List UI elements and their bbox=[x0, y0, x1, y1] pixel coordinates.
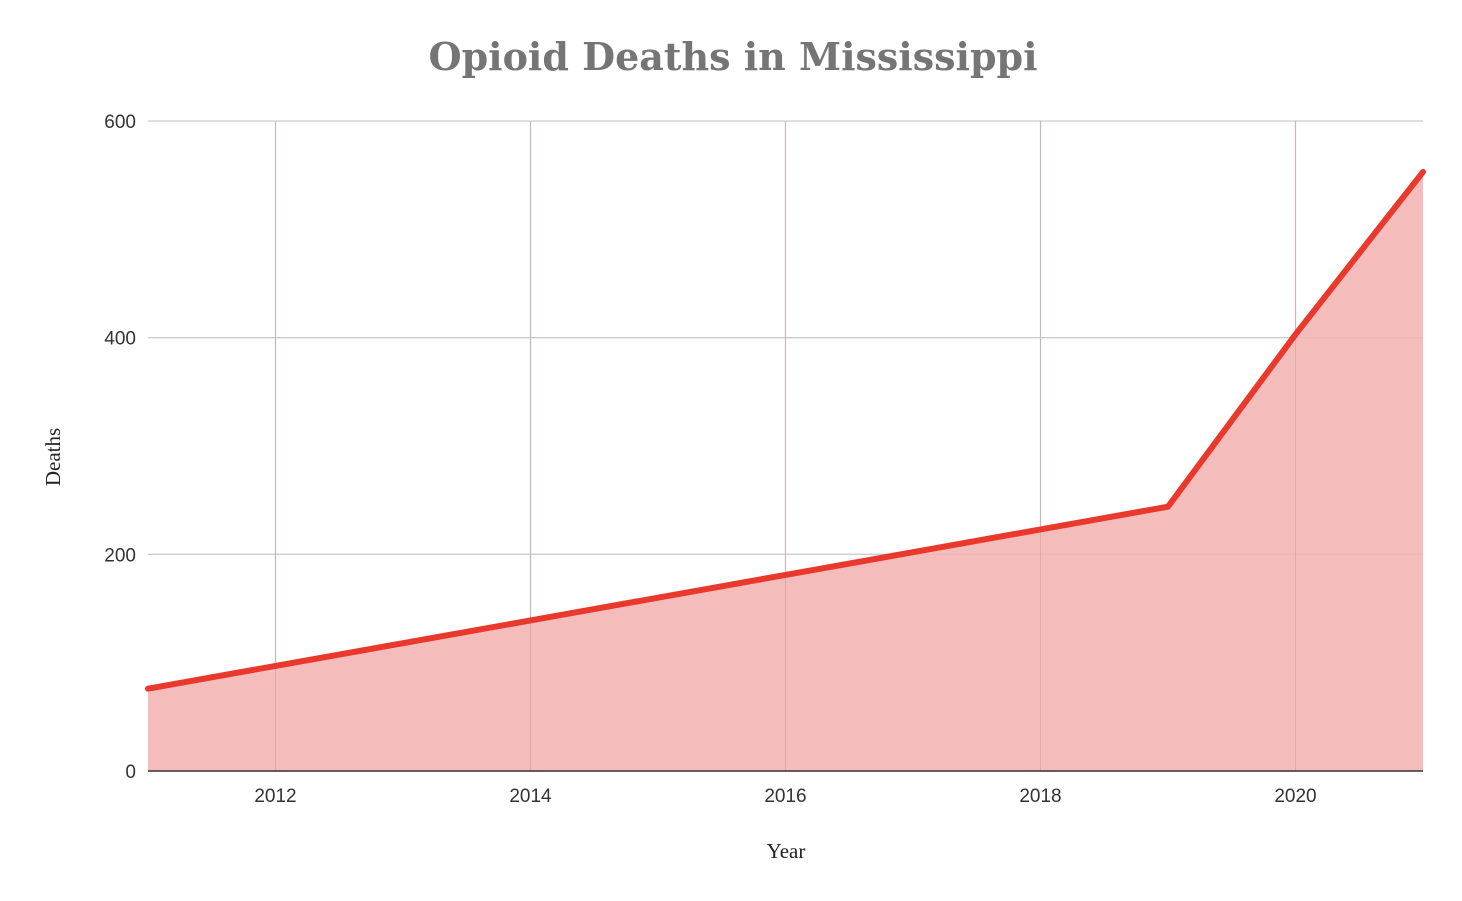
x-axis-label: Year bbox=[767, 839, 806, 863]
area-fill bbox=[148, 171, 1423, 771]
x-tick-label: 2020 bbox=[1274, 786, 1316, 807]
y-tick-label: 200 bbox=[104, 545, 136, 566]
y-tick-label: 600 bbox=[104, 112, 136, 133]
y-tick-label: 400 bbox=[104, 329, 136, 350]
x-tick-label: 2018 bbox=[1019, 786, 1061, 807]
y-axis-label: Deaths bbox=[41, 428, 65, 486]
x-tick-label: 2012 bbox=[254, 786, 296, 807]
y-tick-label: 0 bbox=[125, 762, 136, 783]
x-axis-ticks: 2012 2014 2016 2018 2020 bbox=[254, 786, 1316, 807]
plot-area bbox=[145, 121, 1426, 772]
x-tick-label: 2014 bbox=[509, 786, 552, 807]
x-tick-label: 2016 bbox=[764, 786, 806, 807]
chart-title: Opioid Deaths in Mississippi bbox=[428, 34, 1037, 79]
y-axis-ticks: 0 200 400 600 bbox=[104, 112, 136, 783]
